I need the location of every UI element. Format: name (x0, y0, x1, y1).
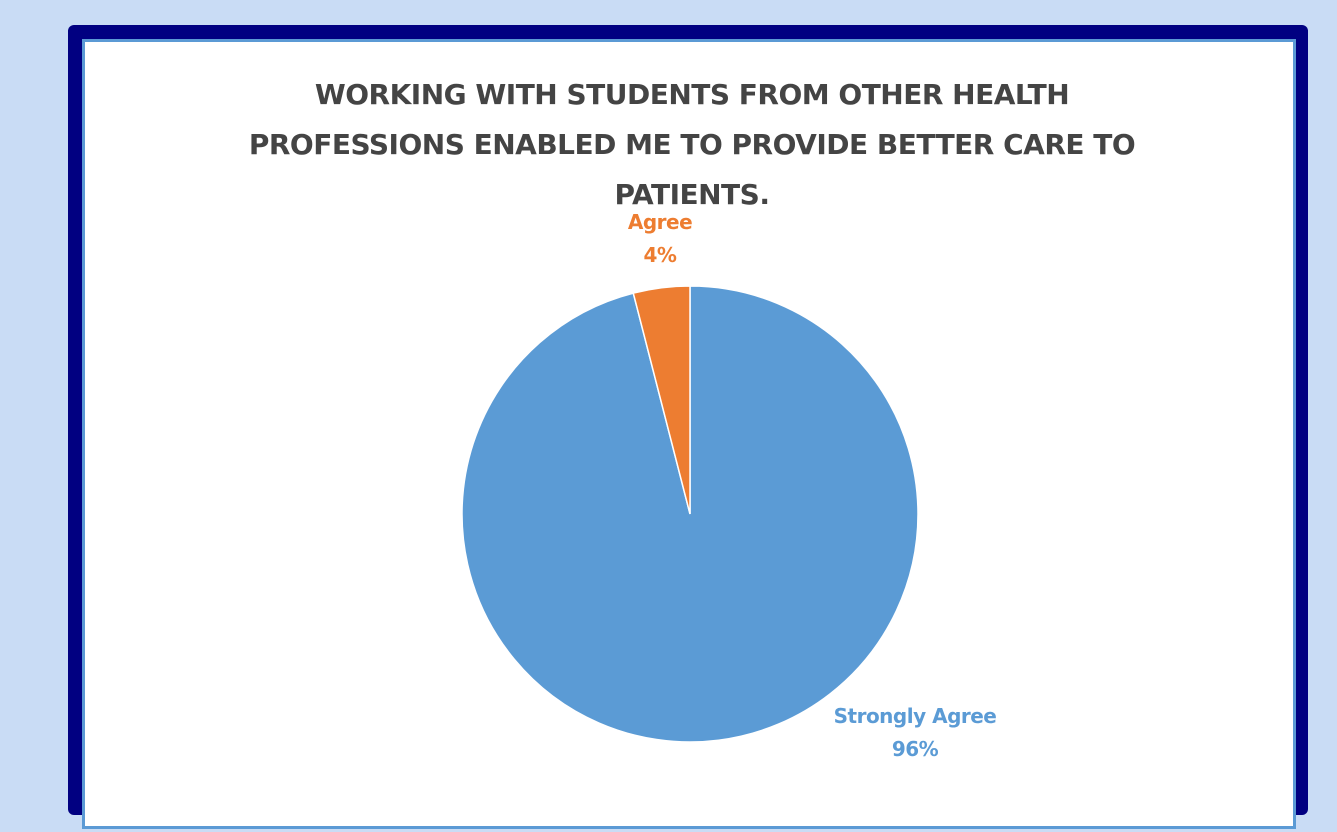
pie-chart (85, 42, 1299, 832)
slice-label-strongly-agree-name: Strongly Agree (820, 700, 1010, 733)
chart-frame: WORKING WITH STUDENTS FROM OTHER HEALTH … (68, 25, 1308, 815)
slice-label-strongly-agree: Strongly Agree 96% (820, 700, 1010, 766)
slice-label-agree-name: Agree (600, 206, 720, 239)
pie-slices (462, 286, 918, 742)
slice-label-agree: Agree 4% (600, 206, 720, 272)
chart-panel: WORKING WITH STUDENTS FROM OTHER HEALTH … (82, 39, 1296, 829)
slice-label-strongly-agree-value: 96% (820, 733, 1010, 766)
slice-label-agree-value: 4% (600, 239, 720, 272)
